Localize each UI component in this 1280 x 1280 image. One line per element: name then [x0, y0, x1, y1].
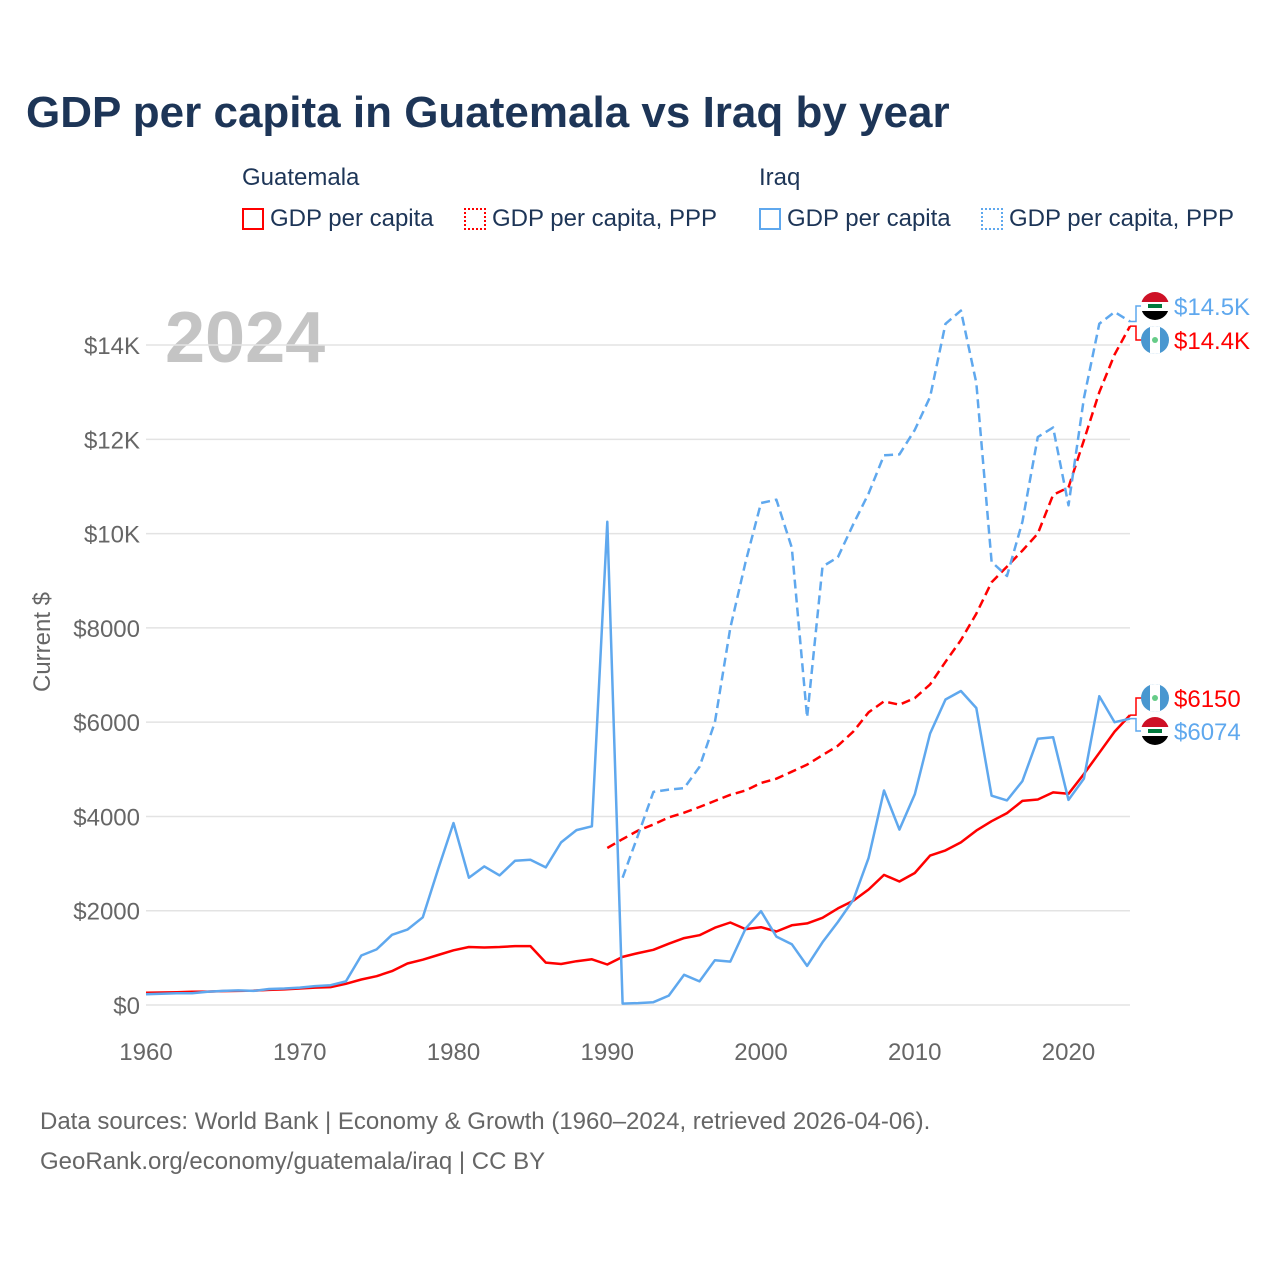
x-tick-label: 1990 [581, 1039, 634, 1066]
series-line [145, 520, 1131, 1005]
label-connector [1130, 305, 1142, 323]
y-tick-label: $10K [84, 522, 140, 549]
x-tick-label: 2020 [1042, 1039, 1095, 1066]
legend-guatemala-ppp[interactable]: GDP per capita, PPP [464, 205, 717, 233]
legend-label: GDP per capita, PPP [492, 205, 717, 232]
guatemala-flag-icon [1141, 326, 1169, 354]
legend-label: GDP per capita [787, 205, 951, 232]
legend-swatch-solid [759, 208, 781, 230]
x-tick-label: 2010 [888, 1039, 941, 1066]
legend-swatch-dotted [464, 208, 486, 230]
iraq-flag-icon [1141, 717, 1169, 745]
chart-title: GDP per capita in Guatemala vs Iraq by y… [26, 88, 950, 137]
legend-iraq-gdp[interactable]: GDP per capita [759, 205, 951, 233]
x-tick-label: 1970 [273, 1039, 326, 1066]
legend-label: GDP per capita [270, 205, 434, 232]
iraq-flag-icon [1141, 292, 1169, 320]
series-line [145, 714, 1131, 994]
end-value-label: $6074 [1174, 719, 1241, 746]
series-line [621, 309, 1131, 879]
legend-swatch-solid [242, 208, 264, 230]
legend-group-guatemala: Guatemala [242, 164, 360, 191]
footer-link[interactable]: GeoRank.org/economy/guatemala/iraq | CC … [40, 1148, 546, 1175]
y-axis-label: Current $ [29, 592, 56, 692]
series-line [606, 325, 1132, 850]
year-watermark: 2024 [165, 298, 325, 378]
legend-guatemala-gdp[interactable]: GDP per capita [242, 205, 434, 233]
footer-sources: Data sources: World Bank | Economy & Gro… [40, 1108, 931, 1135]
y-tick-label: $2000 [73, 899, 140, 926]
y-tick-label: $4000 [73, 804, 140, 831]
end-value-label: $14.5K [1174, 294, 1250, 321]
y-tick-label: $8000 [73, 616, 140, 643]
legend-group-iraq: Iraq [759, 164, 801, 191]
label-connector [1130, 325, 1142, 341]
y-tick-label: $0 [113, 993, 140, 1020]
label-connector [1130, 717, 1142, 732]
x-tick-label: 1960 [119, 1039, 172, 1066]
end-value-label: $14.4K [1174, 328, 1250, 355]
legend-iraq-ppp[interactable]: GDP per capita, PPP [981, 205, 1234, 233]
x-tick-label: 1980 [427, 1039, 480, 1066]
label-connector [1130, 697, 1142, 716]
end-value-label: $6150 [1174, 686, 1241, 713]
legend-swatch-dotted [981, 208, 1003, 230]
y-tick-label: $12K [84, 427, 140, 454]
x-tick-label: 2000 [734, 1039, 787, 1066]
y-tick-label: $14K [84, 333, 140, 360]
y-tick-label: $6000 [73, 710, 140, 737]
guatemala-flag-icon [1141, 684, 1169, 712]
legend-label: GDP per capita, PPP [1009, 205, 1234, 232]
